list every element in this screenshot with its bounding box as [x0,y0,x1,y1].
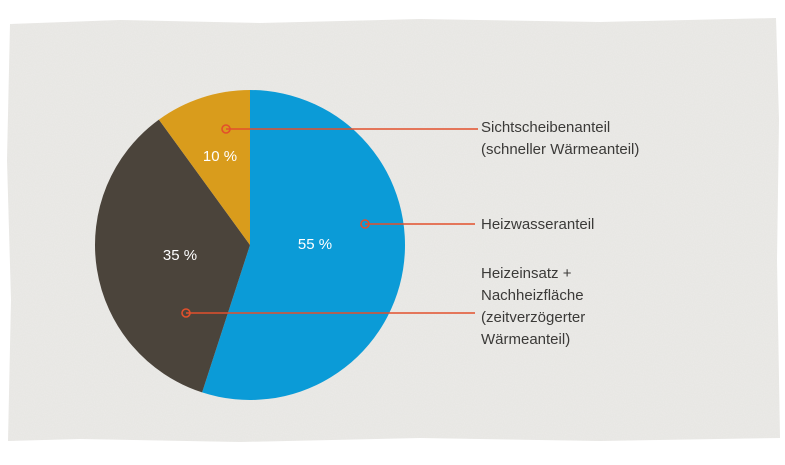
value-label: 35 % [163,247,197,264]
value-label: 55 % [298,236,332,253]
leader-dot [221,124,231,134]
leader-dot [181,308,191,318]
pie-slice [202,90,405,400]
pie [95,90,405,400]
value-label: 10 % [203,148,237,165]
legend-label: Heizeinsatz + Nachheizfläche (zeitverzöger… [481,265,585,348]
annotations: 55 % Heizwasseranteil 35 % Heizeinsatz + Nac… [163,119,639,348]
legend-label: Heizwasseranteil [481,216,594,233]
leader-dot [360,219,370,229]
pie-slice [95,119,250,393]
legend-label: Sichtscheibenanteil (schneller Wärmeantei… [481,119,639,158]
